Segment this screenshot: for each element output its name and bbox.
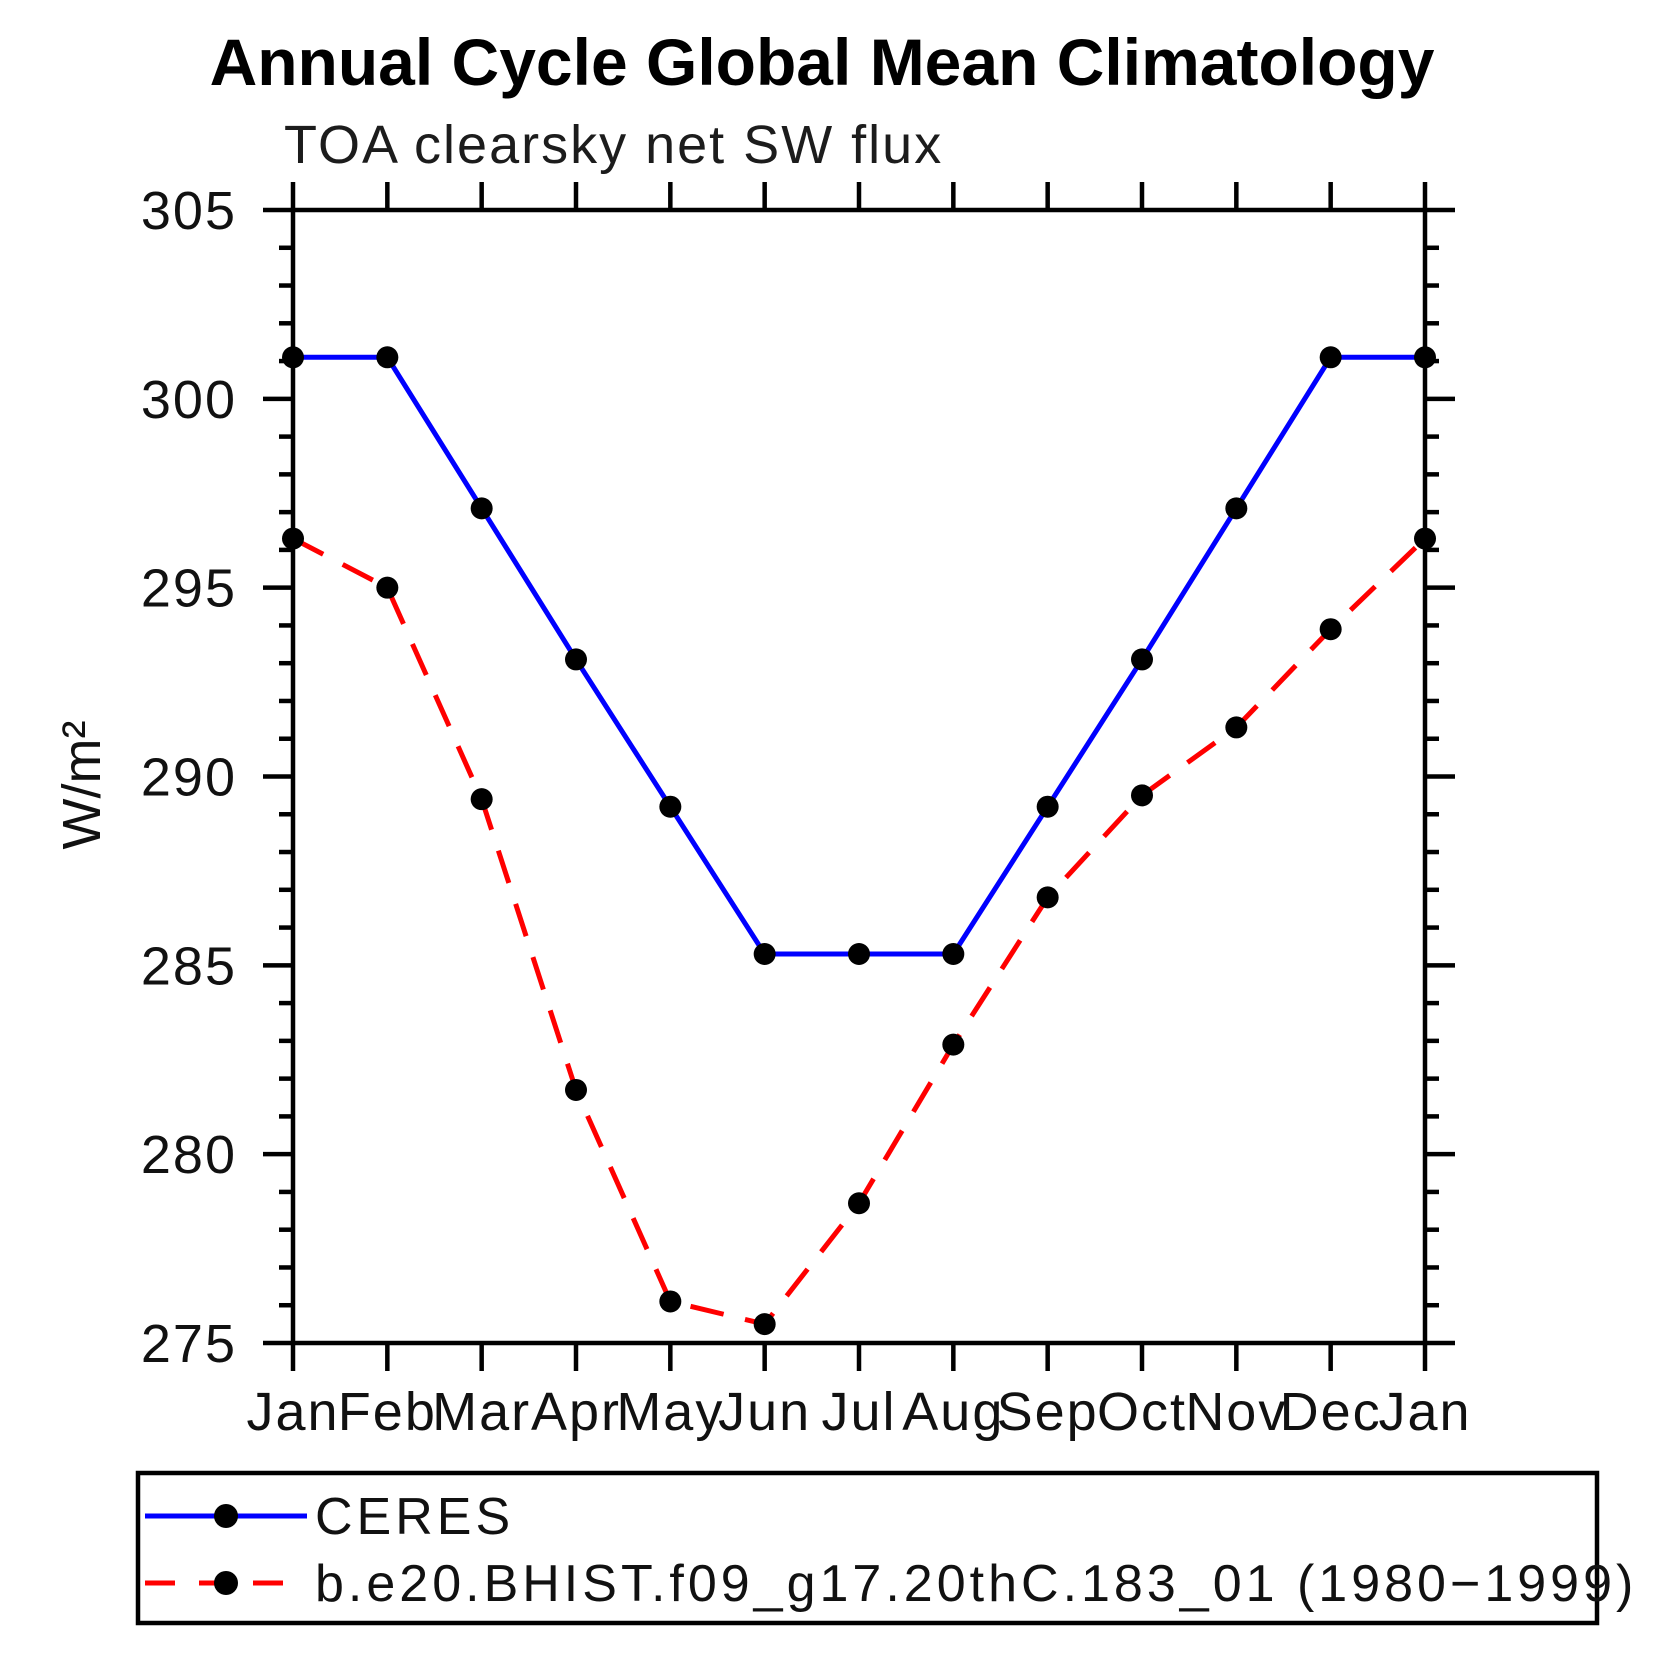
data-point-1-8 <box>1036 886 1059 909</box>
chart-subtitle: TOA clearsky net SW flux <box>284 115 943 175</box>
x-tick-label: Jun <box>718 1382 811 1442</box>
chart-title: Annual Cycle Global Mean Climatology <box>210 25 1435 99</box>
data-point-0-5 <box>753 943 776 966</box>
data-point-0-9 <box>1131 648 1153 671</box>
legend-box <box>135 1470 1600 1626</box>
data-point-0-2 <box>470 497 493 520</box>
x-tick-label: Aug <box>902 1382 1004 1442</box>
x-tick-label: Dec <box>1280 1382 1382 1442</box>
data-point-1-12 <box>1414 527 1436 550</box>
y-tick-label: 280 <box>141 1125 237 1185</box>
legend-label-model: b.e20.BHIST.f09_g17.20thC.183_01 (1980−1… <box>315 1555 1637 1613</box>
y-tick-label: 305 <box>141 181 237 241</box>
data-point-1-1 <box>376 576 399 599</box>
legend: CERES b.e20.BHIST.f09_g17.20thC.183_01 (… <box>135 1470 1637 1626</box>
x-tick-label: Jan <box>1378 1382 1471 1442</box>
plot-frame <box>290 207 1428 1346</box>
x-tick-label: Jul <box>821 1382 896 1442</box>
data-point-1-10 <box>1225 716 1248 739</box>
data-point-1-5 <box>753 1313 776 1336</box>
y-tick-label: 285 <box>141 936 237 996</box>
x-tick-label: Oct <box>1097 1382 1187 1442</box>
x-tick-label: May <box>616 1382 724 1442</box>
data-point-1-9 <box>1131 784 1153 807</box>
series-line-0 <box>293 354 1425 957</box>
y-axis-label: W/m² <box>52 721 112 850</box>
data-point-1-0 <box>282 527 304 550</box>
data-point-0-7 <box>942 943 965 966</box>
legend-swatch-ceres-marker-icon <box>214 1504 238 1528</box>
y-tick-label: 300 <box>141 370 237 430</box>
legend-swatch-model-marker-icon <box>214 1571 238 1595</box>
data-point-0-6 <box>848 943 870 966</box>
data-point-1-4 <box>659 1290 682 1313</box>
x-tick-label: Feb <box>338 1382 437 1442</box>
data-point-1-3 <box>565 1078 587 1101</box>
data-point-1-6 <box>848 1192 870 1215</box>
data-point-0-4 <box>659 795 682 818</box>
y-tick-label: 295 <box>141 559 237 619</box>
data-point-0-1 <box>376 346 399 369</box>
x-tick-label: Mar <box>432 1382 531 1442</box>
y-tick-label: 290 <box>141 748 237 808</box>
y-tick-label: 275 <box>141 1314 237 1374</box>
data-point-1-2 <box>470 788 493 811</box>
data-point-0-3 <box>565 648 587 671</box>
x-tick-label: Apr <box>531 1382 621 1442</box>
data-point-0-11 <box>1319 346 1342 369</box>
data-point-1-7 <box>942 1033 965 1056</box>
legend-label-ceres: CERES <box>315 1488 514 1546</box>
data-point-0-10 <box>1225 497 1248 520</box>
data-point-0-12 <box>1414 346 1436 369</box>
x-tick-label: Sep <box>997 1382 1099 1442</box>
data-point-0-0 <box>282 346 304 369</box>
x-tick-label: Jan <box>246 1382 339 1442</box>
x-tick-label: Nov <box>1185 1382 1287 1442</box>
data-point-0-8 <box>1036 795 1059 818</box>
data-point-1-11 <box>1319 618 1342 641</box>
